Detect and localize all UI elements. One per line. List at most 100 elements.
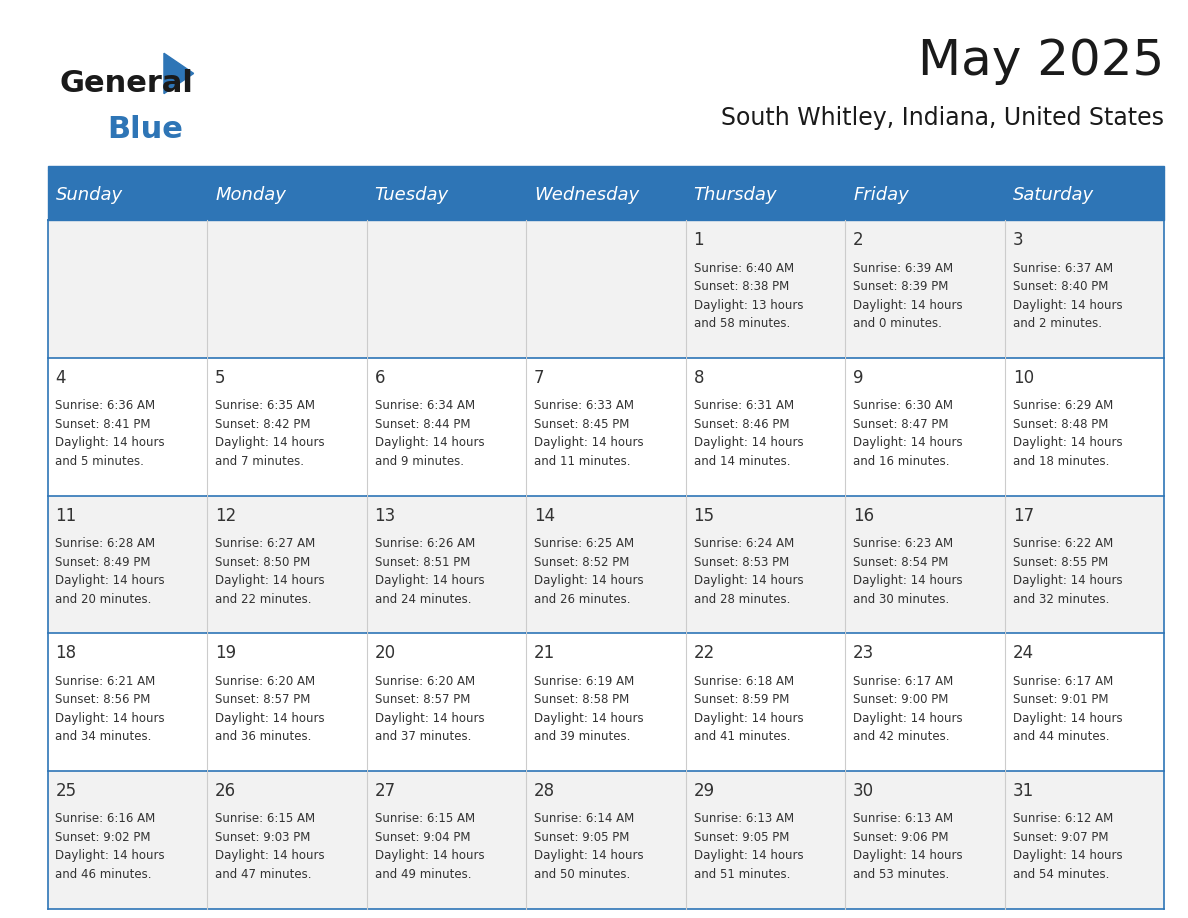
Bar [1005, 633, 1164, 771]
Bar [526, 771, 685, 909]
Polygon shape [164, 53, 194, 94]
Text: 27: 27 [374, 782, 396, 800]
Text: Monday: Monday [215, 186, 286, 204]
Bar [526, 496, 685, 633]
Bar [1005, 220, 1164, 358]
Text: Sunrise: 6:18 AM
Sunset: 8:59 PM
Daylight: 14 hours
and 41 minutes.: Sunrise: 6:18 AM Sunset: 8:59 PM Dayligh… [694, 675, 803, 744]
Text: Sunrise: 6:25 AM
Sunset: 8:52 PM
Daylight: 14 hours
and 26 minutes.: Sunrise: 6:25 AM Sunset: 8:52 PM Dayligh… [535, 537, 644, 606]
Text: Sunrise: 6:35 AM
Sunset: 8:42 PM
Daylight: 14 hours
and 7 minutes.: Sunrise: 6:35 AM Sunset: 8:42 PM Dayligh… [215, 399, 324, 468]
Text: 26: 26 [215, 782, 236, 800]
Text: Blue: Blue [107, 115, 183, 144]
Bar [845, 496, 1005, 633]
Bar [526, 358, 685, 496]
Bar [1005, 358, 1164, 496]
Text: 2: 2 [853, 231, 864, 250]
Bar [685, 633, 845, 771]
Text: 6: 6 [374, 369, 385, 387]
Bar [845, 633, 1005, 771]
Text: Sunrise: 6:27 AM
Sunset: 8:50 PM
Daylight: 14 hours
and 22 minutes.: Sunrise: 6:27 AM Sunset: 8:50 PM Dayligh… [215, 537, 324, 606]
Bar [48, 771, 207, 909]
Text: Sunrise: 6:12 AM
Sunset: 9:07 PM
Daylight: 14 hours
and 54 minutes.: Sunrise: 6:12 AM Sunset: 9:07 PM Dayligh… [1012, 812, 1123, 881]
Bar [207, 358, 367, 496]
Text: Thursday: Thursday [694, 186, 777, 204]
Text: May 2025: May 2025 [918, 37, 1164, 84]
Text: Sunrise: 6:39 AM
Sunset: 8:39 PM
Daylight: 14 hours
and 0 minutes.: Sunrise: 6:39 AM Sunset: 8:39 PM Dayligh… [853, 262, 962, 330]
Text: 7: 7 [535, 369, 544, 387]
Text: Sunrise: 6:13 AM
Sunset: 9:05 PM
Daylight: 14 hours
and 51 minutes.: Sunrise: 6:13 AM Sunset: 9:05 PM Dayligh… [694, 812, 803, 881]
Text: 25: 25 [56, 782, 76, 800]
Bar [1005, 771, 1164, 909]
Bar [845, 358, 1005, 496]
Text: 31: 31 [1012, 782, 1034, 800]
Text: Sunrise: 6:36 AM
Sunset: 8:41 PM
Daylight: 14 hours
and 5 minutes.: Sunrise: 6:36 AM Sunset: 8:41 PM Dayligh… [56, 399, 165, 468]
Text: 10: 10 [1012, 369, 1034, 387]
Bar [526, 220, 685, 358]
Text: Tuesday: Tuesday [374, 186, 449, 204]
Bar [207, 220, 367, 358]
Bar [685, 358, 845, 496]
Text: Sunrise: 6:15 AM
Sunset: 9:04 PM
Daylight: 14 hours
and 49 minutes.: Sunrise: 6:15 AM Sunset: 9:04 PM Dayligh… [374, 812, 485, 881]
Text: 9: 9 [853, 369, 864, 387]
Bar [48, 166, 1164, 170]
Bar [48, 170, 1164, 220]
Text: 14: 14 [535, 507, 555, 525]
Text: South Whitley, Indiana, United States: South Whitley, Indiana, United States [721, 106, 1164, 129]
Text: 8: 8 [694, 369, 704, 387]
Bar [48, 633, 207, 771]
Text: 4: 4 [56, 369, 67, 387]
Bar [207, 496, 367, 633]
Text: 5: 5 [215, 369, 226, 387]
Text: Sunrise: 6:17 AM
Sunset: 9:01 PM
Daylight: 14 hours
and 44 minutes.: Sunrise: 6:17 AM Sunset: 9:01 PM Dayligh… [1012, 675, 1123, 744]
Bar [48, 220, 207, 358]
Text: Sunrise: 6:19 AM
Sunset: 8:58 PM
Daylight: 14 hours
and 39 minutes.: Sunrise: 6:19 AM Sunset: 8:58 PM Dayligh… [535, 675, 644, 744]
Bar [367, 496, 526, 633]
Text: 19: 19 [215, 644, 236, 663]
Text: 21: 21 [535, 644, 555, 663]
Text: Sunrise: 6:20 AM
Sunset: 8:57 PM
Daylight: 14 hours
and 36 minutes.: Sunrise: 6:20 AM Sunset: 8:57 PM Dayligh… [215, 675, 324, 744]
Text: Sunrise: 6:15 AM
Sunset: 9:03 PM
Daylight: 14 hours
and 47 minutes.: Sunrise: 6:15 AM Sunset: 9:03 PM Dayligh… [215, 812, 324, 881]
Text: 24: 24 [1012, 644, 1034, 663]
Bar [48, 358, 207, 496]
Text: Sunrise: 6:40 AM
Sunset: 8:38 PM
Daylight: 13 hours
and 58 minutes.: Sunrise: 6:40 AM Sunset: 8:38 PM Dayligh… [694, 262, 803, 330]
Bar [207, 633, 367, 771]
Text: 1: 1 [694, 231, 704, 250]
Text: Sunrise: 6:33 AM
Sunset: 8:45 PM
Daylight: 14 hours
and 11 minutes.: Sunrise: 6:33 AM Sunset: 8:45 PM Dayligh… [535, 399, 644, 468]
Bar [367, 633, 526, 771]
Bar [526, 633, 685, 771]
Bar [207, 771, 367, 909]
Text: Sunrise: 6:21 AM
Sunset: 8:56 PM
Daylight: 14 hours
and 34 minutes.: Sunrise: 6:21 AM Sunset: 8:56 PM Dayligh… [56, 675, 165, 744]
Bar [48, 496, 207, 633]
Bar [1005, 496, 1164, 633]
Text: 16: 16 [853, 507, 874, 525]
Text: 22: 22 [694, 644, 715, 663]
Text: Sunrise: 6:37 AM
Sunset: 8:40 PM
Daylight: 14 hours
and 2 minutes.: Sunrise: 6:37 AM Sunset: 8:40 PM Dayligh… [1012, 262, 1123, 330]
Text: 28: 28 [535, 782, 555, 800]
Text: 18: 18 [56, 644, 76, 663]
Text: Sunrise: 6:16 AM
Sunset: 9:02 PM
Daylight: 14 hours
and 46 minutes.: Sunrise: 6:16 AM Sunset: 9:02 PM Dayligh… [56, 812, 165, 881]
Text: Sunday: Sunday [56, 186, 122, 204]
Bar [845, 771, 1005, 909]
Text: 11: 11 [56, 507, 77, 525]
Text: 3: 3 [1012, 231, 1023, 250]
Text: 12: 12 [215, 507, 236, 525]
Text: 17: 17 [1012, 507, 1034, 525]
Text: 20: 20 [374, 644, 396, 663]
Bar [367, 358, 526, 496]
Bar [685, 496, 845, 633]
Text: Sunrise: 6:29 AM
Sunset: 8:48 PM
Daylight: 14 hours
and 18 minutes.: Sunrise: 6:29 AM Sunset: 8:48 PM Dayligh… [1012, 399, 1123, 468]
Bar [685, 771, 845, 909]
Text: 13: 13 [374, 507, 396, 525]
Bar [367, 220, 526, 358]
Text: Wednesday: Wednesday [535, 186, 639, 204]
Text: Sunrise: 6:28 AM
Sunset: 8:49 PM
Daylight: 14 hours
and 20 minutes.: Sunrise: 6:28 AM Sunset: 8:49 PM Dayligh… [56, 537, 165, 606]
Text: Sunrise: 6:26 AM
Sunset: 8:51 PM
Daylight: 14 hours
and 24 minutes.: Sunrise: 6:26 AM Sunset: 8:51 PM Dayligh… [374, 537, 485, 606]
Text: Sunrise: 6:34 AM
Sunset: 8:44 PM
Daylight: 14 hours
and 9 minutes.: Sunrise: 6:34 AM Sunset: 8:44 PM Dayligh… [374, 399, 485, 468]
Text: 15: 15 [694, 507, 715, 525]
Text: Sunrise: 6:22 AM
Sunset: 8:55 PM
Daylight: 14 hours
and 32 minutes.: Sunrise: 6:22 AM Sunset: 8:55 PM Dayligh… [1012, 537, 1123, 606]
Text: Sunrise: 6:30 AM
Sunset: 8:47 PM
Daylight: 14 hours
and 16 minutes.: Sunrise: 6:30 AM Sunset: 8:47 PM Dayligh… [853, 399, 962, 468]
Bar [685, 220, 845, 358]
Text: Sunrise: 6:31 AM
Sunset: 8:46 PM
Daylight: 14 hours
and 14 minutes.: Sunrise: 6:31 AM Sunset: 8:46 PM Dayligh… [694, 399, 803, 468]
Text: Saturday: Saturday [1012, 186, 1094, 204]
Text: Friday: Friday [853, 186, 909, 204]
Text: Sunrise: 6:14 AM
Sunset: 9:05 PM
Daylight: 14 hours
and 50 minutes.: Sunrise: 6:14 AM Sunset: 9:05 PM Dayligh… [535, 812, 644, 881]
